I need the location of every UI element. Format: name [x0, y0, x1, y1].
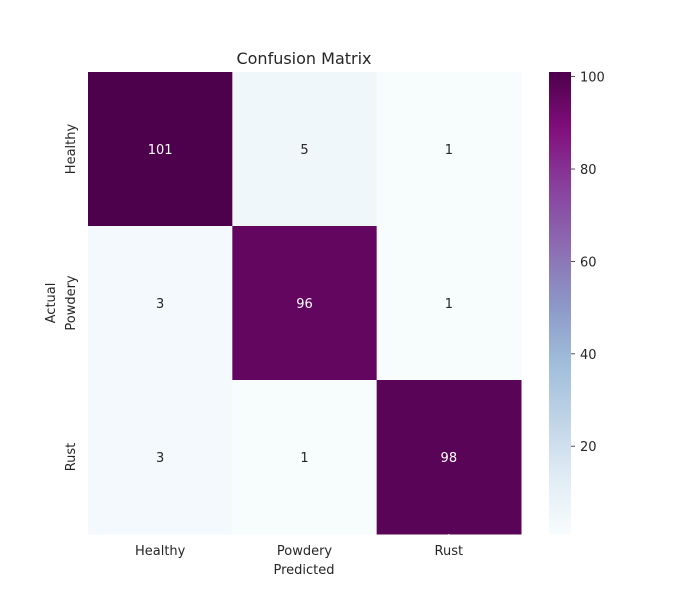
cell-value-label: 101 — [148, 143, 173, 158]
colorbar-tick-label: 40 — [580, 348, 597, 363]
colorbar-tick-label: 100 — [580, 71, 605, 86]
cell-value-label: 1 — [445, 143, 453, 158]
y-tick-label: Powdery — [64, 275, 79, 331]
heatmap-cell — [376, 380, 522, 535]
cell-value-label: 3 — [156, 297, 164, 312]
heatmap-cell — [88, 72, 233, 227]
heatmap-cell — [376, 72, 522, 227]
colorbar-tick-label: 80 — [580, 163, 597, 178]
cell-value-label: 1 — [445, 297, 453, 312]
y-tick-label: Healthy — [64, 124, 79, 175]
x-axis-label: Predicted — [273, 563, 334, 578]
cell-value-label: 96 — [296, 297, 313, 312]
heatmap-cell — [232, 226, 378, 381]
y-tick-label: Rust — [64, 443, 79, 472]
x-tick-label: Powdery — [277, 544, 333, 559]
x-tick-label: Rust — [435, 544, 464, 559]
x-tick-label: Healthy — [135, 544, 186, 559]
heatmap-cell — [232, 380, 378, 535]
chart-title: Confusion Matrix — [236, 49, 371, 68]
y-axis-label: Actual — [44, 283, 59, 324]
cell-value-label: 3 — [156, 451, 164, 466]
heatmap-cell — [88, 380, 233, 535]
heatmap-cell — [376, 226, 522, 381]
heatmap-cell — [232, 72, 378, 227]
colorbar-tick-label: 60 — [580, 255, 597, 270]
cell-value-label: 1 — [300, 451, 308, 466]
cell-value-label: 5 — [300, 143, 308, 158]
heatmap-cell — [88, 226, 233, 381]
cell-value-label: 98 — [441, 451, 458, 466]
colorbar — [549, 72, 571, 534]
colorbar-tick-label: 20 — [580, 440, 597, 455]
